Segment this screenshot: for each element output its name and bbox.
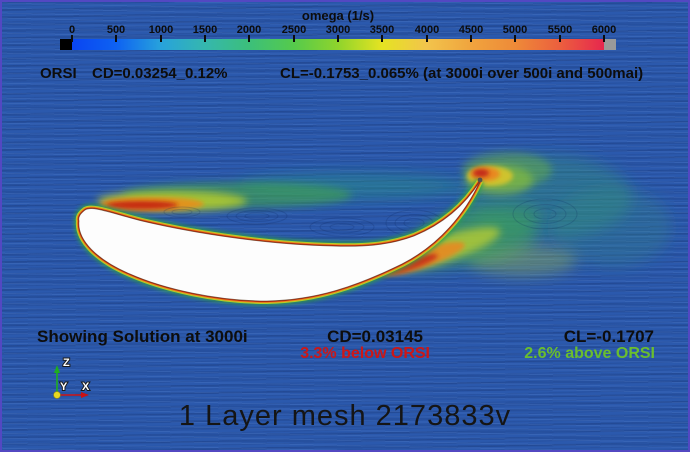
colorbar-above-range-swatch xyxy=(604,39,616,50)
y-axis-label: Y xyxy=(60,381,68,393)
lower-surface-wake xyxy=(377,202,577,276)
colorbar-tick-label: 2000 xyxy=(236,24,262,36)
orientation-axes: Z Y X xyxy=(53,356,91,399)
colorbar-tick-label: 5500 xyxy=(547,24,573,36)
x-axis-arrowhead xyxy=(81,392,89,398)
colorbar-tick-label: 3000 xyxy=(325,24,351,36)
cd-delta-text: 3.3% below ORSI xyxy=(300,345,430,362)
colorbar-tick-label: 0 xyxy=(68,24,76,36)
mesh-title: 1 Layer mesh 2173833v xyxy=(178,400,512,432)
colorbar-tick-label: 3500 xyxy=(369,24,395,36)
airfoil-body xyxy=(79,178,483,301)
z-axis-arrowhead xyxy=(54,365,60,373)
y-axis-origin-sphere xyxy=(53,391,61,399)
reference-cd-value: CD=0.03254_0.12% xyxy=(92,65,228,82)
upper-surface-plume xyxy=(97,173,467,211)
colorbar-tick-label: 4500 xyxy=(458,24,484,36)
colorbar-tick-label: 1000 xyxy=(148,24,174,36)
solution-cl-value: CL=-0.1707 xyxy=(563,327,654,346)
colorbar-tick-label: 4000 xyxy=(414,24,440,36)
solution-status-text: Showing Solution at 3000i xyxy=(37,327,248,346)
cl-delta-text: 2.6% above ORSI xyxy=(524,345,655,362)
colorbar: omega (1/s) 0 500 1000 1500 2000 2500 30… xyxy=(60,8,616,52)
colorbar-title: omega (1/s) xyxy=(301,8,375,23)
colorbar-tick-label: 2500 xyxy=(281,24,307,36)
z-axis-label: Z xyxy=(63,357,70,369)
solution-cd-value: CD=0.03145 xyxy=(327,327,423,346)
reference-cl-value: CL=-0.1753_0.065% (at 3000i over 500i an… xyxy=(280,65,644,82)
colorbar-gradient xyxy=(72,39,604,50)
colorbar-bar xyxy=(60,35,616,50)
colorbar-tick-label: 5000 xyxy=(502,24,528,36)
colorbar-tick-label: 6000 xyxy=(591,24,617,36)
colorbar-tick-label: 500 xyxy=(106,24,126,36)
x-axis-label: X xyxy=(82,381,90,393)
colorbar-below-range-swatch xyxy=(60,39,72,50)
colorbar-tick-label: 1500 xyxy=(192,24,218,36)
trailing-edge-tip xyxy=(477,177,483,183)
reference-label: ORSI xyxy=(40,65,77,82)
